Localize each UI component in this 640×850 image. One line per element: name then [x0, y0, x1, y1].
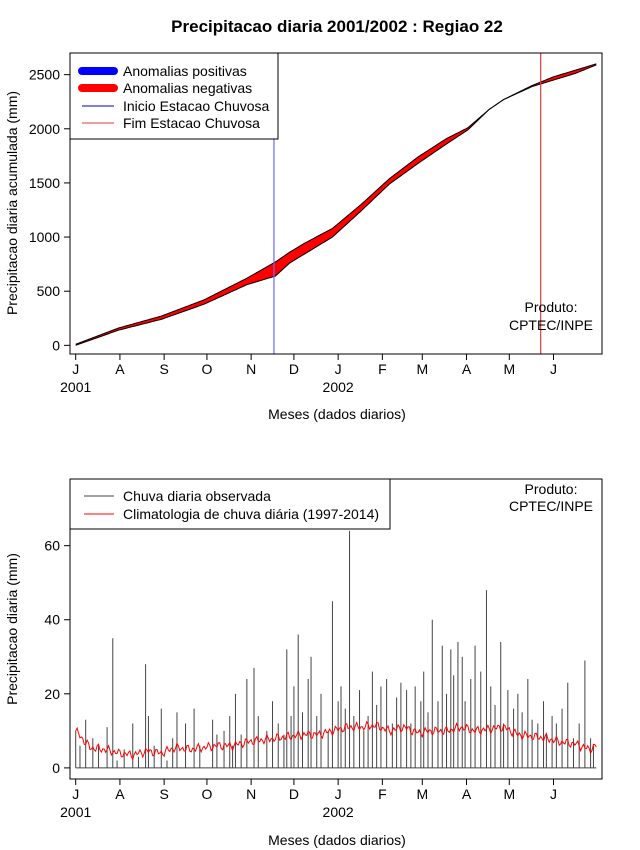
bottom-y-tick-label: 60: [44, 538, 60, 554]
bottom-x-tick-label: A: [462, 786, 472, 802]
legend-label-end-season: Fim Estacao Chuvosa: [123, 115, 260, 131]
legend-label-negative: Anomalias negativas: [123, 80, 252, 96]
top-y-tick-label: 1500: [29, 175, 60, 191]
legend-label-climatology: Climatologia de chuva diária (1997-2014): [123, 506, 379, 522]
top-x-tick-label: A: [462, 361, 472, 377]
bottom-legend: Chuva diaria observada Climatologia de c…: [69, 478, 391, 530]
top-x-axis: J A S O N D J F M A M J 2001 2002: [60, 354, 557, 395]
top-y-tick-label: 2500: [29, 67, 60, 83]
bottom-x-tick-label: F: [378, 786, 387, 802]
top-year-label: 2002: [323, 379, 354, 395]
climatology-accumulated-line: [75, 63, 597, 345]
top-x-tick-label: O: [201, 361, 212, 377]
legend-label-start-season: Inicio Estacao Chuvosa: [123, 98, 270, 114]
top-y-tick-label: 0: [52, 337, 60, 353]
bottom-year-label: 2001: [60, 804, 91, 820]
bottom-product-source: CPTEC/INPE: [509, 498, 593, 514]
bottom-x-tick-label: D: [289, 786, 299, 802]
bottom-x-tick-label: J: [550, 786, 557, 802]
top-x-tick-label: J: [335, 361, 342, 377]
bottom-x-tick-label: S: [159, 786, 168, 802]
top-x-tick-label: J: [72, 361, 79, 377]
top-plot-frame: [69, 52, 603, 355]
legend-label-observed: Chuva diaria observada: [123, 488, 271, 504]
top-chart: Precipitacao diaria 2001/2002 : Regiao 2…: [4, 17, 603, 422]
top-x-tick-label: S: [159, 361, 168, 377]
top-series-lines: [75, 63, 597, 346]
top-legend: Anomalias positivas Anomalias negativas …: [69, 52, 279, 140]
top-year-label: 2001: [60, 379, 91, 395]
top-y-tick-label: 2000: [29, 121, 60, 137]
top-x-tick-label: J: [550, 361, 557, 377]
bottom-product-label: Produto:: [525, 481, 578, 497]
bottom-chart: 0 20 40 60 J A S O N D J F M A M J 2001 2002 Precipitaca…: [4, 478, 603, 848]
top-y-tick-label: 1000: [29, 229, 60, 245]
bottom-x-tick-label: N: [246, 786, 256, 802]
top-x-tick-label: N: [246, 361, 256, 377]
bottom-x-tick-label: J: [72, 786, 79, 802]
bottom-x-axis-label: Meses (dados diarios): [268, 832, 406, 848]
bottom-daily-bars: [75, 530, 597, 769]
top-product-source: CPTEC/INPE: [509, 317, 593, 333]
bottom-x-axis: J A S O N D J F M A M J 2001 2002: [60, 779, 557, 820]
climatology-daily-line: [75, 720, 597, 761]
bottom-y-tick-label: 20: [44, 686, 60, 702]
top-x-tick-label: F: [378, 361, 387, 377]
bottom-x-tick-label: M: [503, 786, 515, 802]
top-season-lines: [273, 53, 542, 354]
top-x-axis-label: Meses (dados diarios): [268, 406, 406, 422]
top-chart-title: Precipitacao diaria 2001/2002 : Regiao 2…: [171, 17, 503, 36]
bottom-climatology-line: [75, 720, 597, 761]
top-y-tick-label: 500: [37, 283, 61, 299]
bottom-x-tick-label: M: [416, 786, 428, 802]
bottom-y-tick-label: 40: [44, 612, 60, 628]
bottom-y-tick-label: 0: [52, 760, 60, 776]
legend-label-positive: Anomalias positivas: [123, 63, 247, 79]
top-x-tick-label: A: [115, 361, 125, 377]
bottom-x-tick-label: J: [335, 786, 342, 802]
top-x-tick-label: M: [503, 361, 515, 377]
bottom-y-axis-label: Precipitacao diaria (mm): [4, 553, 20, 705]
bottom-x-tick-label: O: [201, 786, 212, 802]
top-y-axis: 0 500 1000 1500 2000 2500: [29, 67, 70, 353]
bottom-y-axis: 0 20 40 60: [44, 538, 70, 776]
bottom-legend-box: [69, 478, 391, 530]
bottom-x-tick-label: A: [115, 786, 125, 802]
top-y-axis-label: Precipitacao diaria acumulada (mm): [4, 91, 20, 315]
top-product-label: Produto:: [525, 299, 578, 315]
top-x-tick-label: M: [416, 361, 428, 377]
bottom-year-label: 2002: [323, 804, 354, 820]
top-x-tick-label: D: [289, 361, 299, 377]
